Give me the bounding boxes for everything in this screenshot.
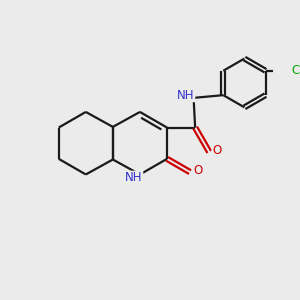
Text: Cl: Cl [291, 64, 300, 77]
Text: O: O [212, 144, 221, 157]
Text: NH: NH [177, 88, 195, 102]
Text: NH: NH [125, 171, 143, 184]
Text: O: O [193, 164, 202, 177]
